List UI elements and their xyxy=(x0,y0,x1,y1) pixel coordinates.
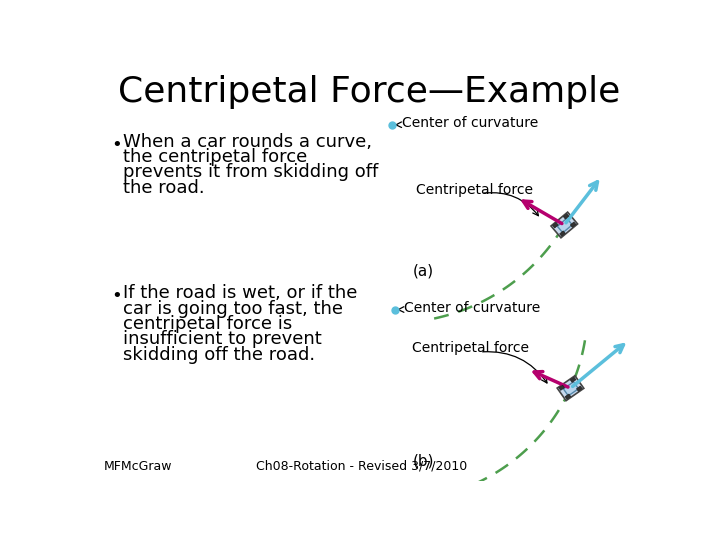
Polygon shape xyxy=(570,222,576,227)
Polygon shape xyxy=(563,214,569,219)
Text: car is going too fast, the: car is going too fast, the xyxy=(122,300,343,318)
Polygon shape xyxy=(559,231,565,236)
Text: (a): (a) xyxy=(413,264,434,279)
Text: (b): (b) xyxy=(413,454,434,469)
Polygon shape xyxy=(559,385,564,390)
Text: Centripetal force: Centripetal force xyxy=(412,341,528,355)
Text: the road.: the road. xyxy=(122,179,204,197)
Text: •: • xyxy=(112,287,122,305)
Text: insufficient to prevent: insufficient to prevent xyxy=(122,330,321,348)
Text: skidding off the road.: skidding off the road. xyxy=(122,346,315,364)
Text: MFMcGraw: MFMcGraw xyxy=(104,460,173,473)
Polygon shape xyxy=(553,222,558,228)
Text: Centripetal force: Centripetal force xyxy=(415,183,533,197)
Polygon shape xyxy=(557,218,572,233)
Text: Centripetal Force—Example: Centripetal Force—Example xyxy=(118,75,620,109)
Polygon shape xyxy=(570,377,576,382)
Text: If the road is wet, or if the: If the road is wet, or if the xyxy=(122,284,357,302)
Text: Center of curvature: Center of curvature xyxy=(398,301,540,315)
Polygon shape xyxy=(565,394,571,399)
Polygon shape xyxy=(564,382,578,396)
Text: Center of curvature: Center of curvature xyxy=(395,116,538,130)
Text: When a car rounds a curve,: When a car rounds a curve, xyxy=(122,132,372,151)
Text: centripetal force is: centripetal force is xyxy=(122,315,292,333)
Text: Ch08-Rotation - Revised 3/7/2010: Ch08-Rotation - Revised 3/7/2010 xyxy=(256,460,467,473)
Polygon shape xyxy=(577,386,582,391)
Text: the centripetal force: the centripetal force xyxy=(122,148,307,166)
Text: prevents it from skidding off: prevents it from skidding off xyxy=(122,164,378,181)
Polygon shape xyxy=(557,376,584,401)
Polygon shape xyxy=(551,212,577,238)
Text: •: • xyxy=(112,136,122,154)
